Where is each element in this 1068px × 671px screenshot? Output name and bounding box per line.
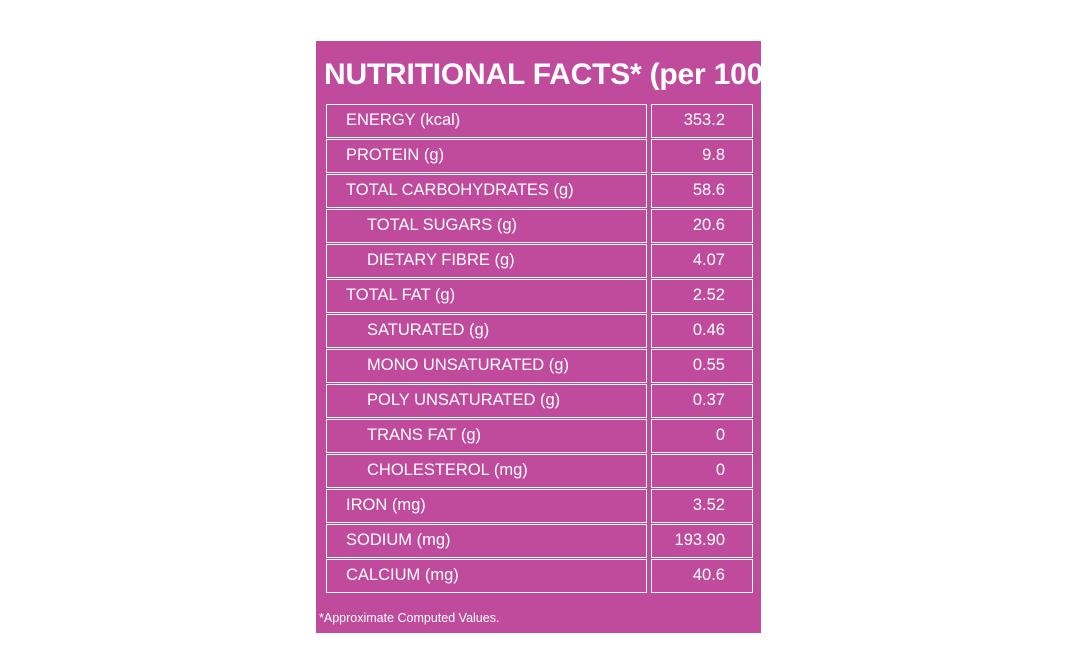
nutrition-table: ENERGY (kcal) 353.2 PROTEIN (g) 9.8 TOTAL CA… [326,104,753,594]
table-row: CHOLESTEROL (mg) 0 [326,454,753,489]
table-row: SATURATED (g) 0.46 [326,314,753,349]
table-row: CALCIUM (mg) 40.6 [326,559,753,594]
nutrient-value: 353.2 [651,104,753,138]
nutrient-value: 2.52 [651,279,753,313]
nutrient-value: 9.8 [651,139,753,173]
nutrient-name: TOTAL CARBOHYDRATES (g) [326,174,647,208]
nutrient-value: 193.90 [651,524,753,558]
nutrition-title: NUTRITIONAL FACTS* (per 100g) [324,58,792,91]
nutrient-name: SATURATED (g) [326,314,647,348]
table-row: TOTAL SUGARS (g) 20.6 [326,209,753,244]
table-row: TOTAL CARBOHYDRATES (g) 58.6 [326,174,753,209]
table-row: TRANS FAT (g) 0 [326,419,753,454]
nutrient-name: PROTEIN (g) [326,139,647,173]
nutrient-name: POLY UNSATURATED (g) [326,384,647,418]
table-row: TOTAL FAT (g) 2.52 [326,279,753,314]
nutrition-facts-panel: NUTRITIONAL FACTS* (per 100g) ENERGY (kc… [316,41,792,633]
table-row: ENERGY (kcal) 353.2 [326,104,753,139]
table-row: MONO UNSATURATED (g) 0.55 [326,349,753,384]
nutrient-value: 3.52 [651,489,753,523]
table-row: DIETARY FIBRE (g) 4.07 [326,244,753,279]
nutrient-value: 4.07 [651,244,753,278]
nutrient-name: TRANS FAT (g) [326,419,647,453]
table-row: PROTEIN (g) 9.8 [326,139,753,174]
nutrient-name: TOTAL SUGARS (g) [326,209,647,243]
nutrient-name: CHOLESTEROL (mg) [326,454,647,488]
nutrient-name: ENERGY (kcal) [326,104,647,138]
nutrient-value: 0 [651,454,753,488]
nutrient-value: 58.6 [651,174,753,208]
table-row: SODIUM (mg) 193.90 [326,524,753,559]
nutrient-name: SODIUM (mg) [326,524,647,558]
nutrient-value: 40.6 [651,559,753,593]
nutrient-name: TOTAL FAT (g) [326,279,647,313]
table-row: IRON (mg) 3.52 [326,489,753,524]
nutrient-value: 0.55 [651,349,753,383]
nutrient-name: DIETARY FIBRE (g) [326,244,647,278]
table-row: POLY UNSATURATED (g) 0.37 [326,384,753,419]
nutrient-value: 0 [651,419,753,453]
nutrient-value: 0.46 [651,314,753,348]
footnote: *Approximate Computed Values. [319,611,500,625]
nutrient-value: 0.37 [651,384,753,418]
nutrient-name: IRON (mg) [326,489,647,523]
nutrient-value: 20.6 [651,209,753,243]
nutrient-name: CALCIUM (mg) [326,559,647,593]
nutrient-name: MONO UNSATURATED (g) [326,349,647,383]
